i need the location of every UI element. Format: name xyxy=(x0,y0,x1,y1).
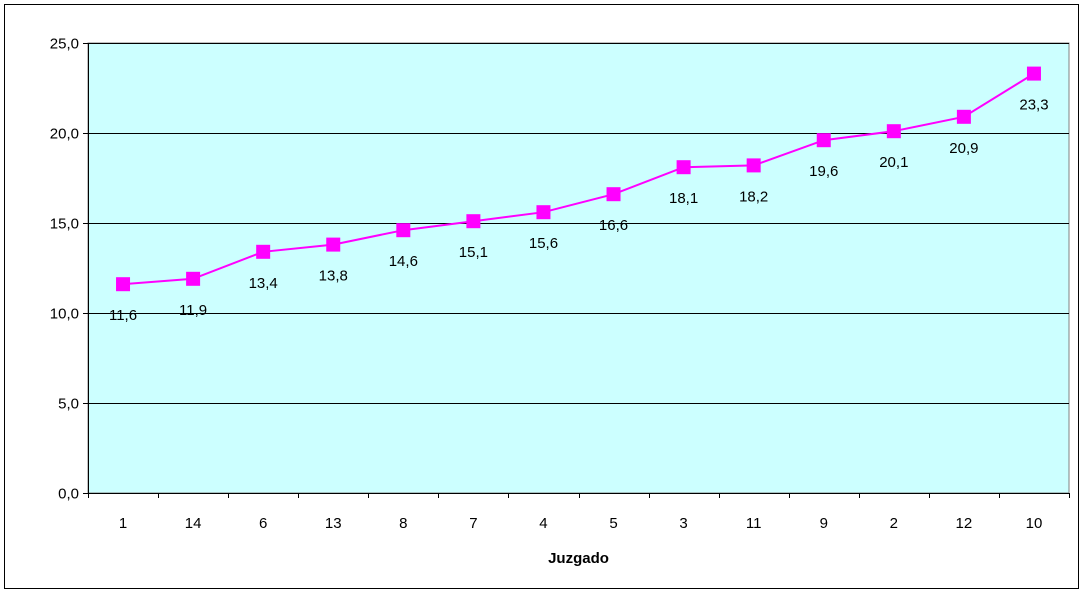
data-point xyxy=(886,124,901,139)
series-layer xyxy=(116,66,1041,292)
data-point xyxy=(676,160,691,175)
x-tick-label: 12 xyxy=(956,515,973,532)
data-point xyxy=(326,237,341,252)
x-axis-title: Juzgado xyxy=(548,550,609,567)
data-label: 11,6 xyxy=(109,307,137,324)
data-label: 18,2 xyxy=(739,188,768,205)
data-label: 15,6 xyxy=(529,235,558,252)
data-label: 23,3 xyxy=(1019,97,1048,114)
x-tick-label: 2 xyxy=(890,515,898,532)
x-tick-label: 4 xyxy=(539,515,547,532)
y-tick-label: 20,0 xyxy=(50,126,79,143)
data-point xyxy=(466,214,481,229)
y-tick-label: 0,0 xyxy=(58,486,79,503)
data-point xyxy=(116,277,131,292)
x-tick-label: 3 xyxy=(679,515,687,532)
data-label: 13,4 xyxy=(249,275,278,292)
x-tick-label: 11 xyxy=(746,515,762,532)
x-tick-label: 9 xyxy=(820,515,828,532)
data-labels: 11,6 11,9 13,4 13,8 14,6 15,1 15,6 16,6 18,1 18,2… xyxy=(109,97,1049,325)
data-label: 11,9 xyxy=(179,302,207,319)
x-tick-label: 14 xyxy=(185,515,202,532)
data-point xyxy=(1026,66,1041,81)
data-label: 20,9 xyxy=(949,140,978,157)
x-tick-label: 7 xyxy=(469,515,477,532)
gridlines xyxy=(88,43,1069,404)
data-label: 18,1 xyxy=(669,190,698,207)
x-tick-label: 1 xyxy=(119,515,127,532)
y-tick-label: 5,0 xyxy=(58,396,79,413)
y-tick-label: 25,0 xyxy=(50,36,79,53)
data-label: 20,1 xyxy=(879,154,908,171)
series-line xyxy=(122,72,1035,286)
data-point xyxy=(536,205,551,220)
data-label: 19,6 xyxy=(809,163,838,180)
y-tick-label: 10,0 xyxy=(50,306,79,323)
x-tick-label: 10 xyxy=(1026,515,1043,532)
plot-area xyxy=(87,42,1070,494)
x-tick-label: 6 xyxy=(259,515,267,532)
data-point xyxy=(746,158,761,173)
x-tick-label: 5 xyxy=(609,515,617,532)
data-label: 16,6 xyxy=(599,217,628,234)
data-point xyxy=(816,133,831,148)
x-tick-label: 8 xyxy=(399,515,407,532)
y-tick-label: 15,0 xyxy=(50,216,79,233)
data-point xyxy=(606,187,621,202)
axes: 0,0 5,0 10,0 15,0 20,0 25,0 1 14 6 13 8 7 4 5 3 11 9 2 12 1… xyxy=(50,36,1070,532)
data-point xyxy=(186,271,201,286)
data-label: 15,1 xyxy=(459,244,488,261)
data-point xyxy=(956,109,971,124)
data-point xyxy=(256,244,271,259)
data-point xyxy=(396,223,411,238)
data-label: 13,8 xyxy=(319,268,348,285)
data-label: 14,6 xyxy=(389,253,418,270)
x-tick-label: 13 xyxy=(325,515,342,532)
